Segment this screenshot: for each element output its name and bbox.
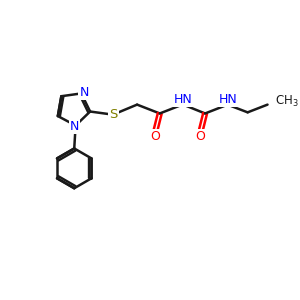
Text: S: S	[110, 108, 118, 121]
Text: N: N	[80, 85, 89, 98]
Text: HN: HN	[219, 93, 238, 106]
Text: HN: HN	[174, 93, 192, 106]
Text: O: O	[150, 130, 160, 143]
Text: N: N	[70, 120, 79, 134]
Text: O: O	[195, 130, 205, 143]
Text: CH$_3$: CH$_3$	[275, 94, 299, 110]
